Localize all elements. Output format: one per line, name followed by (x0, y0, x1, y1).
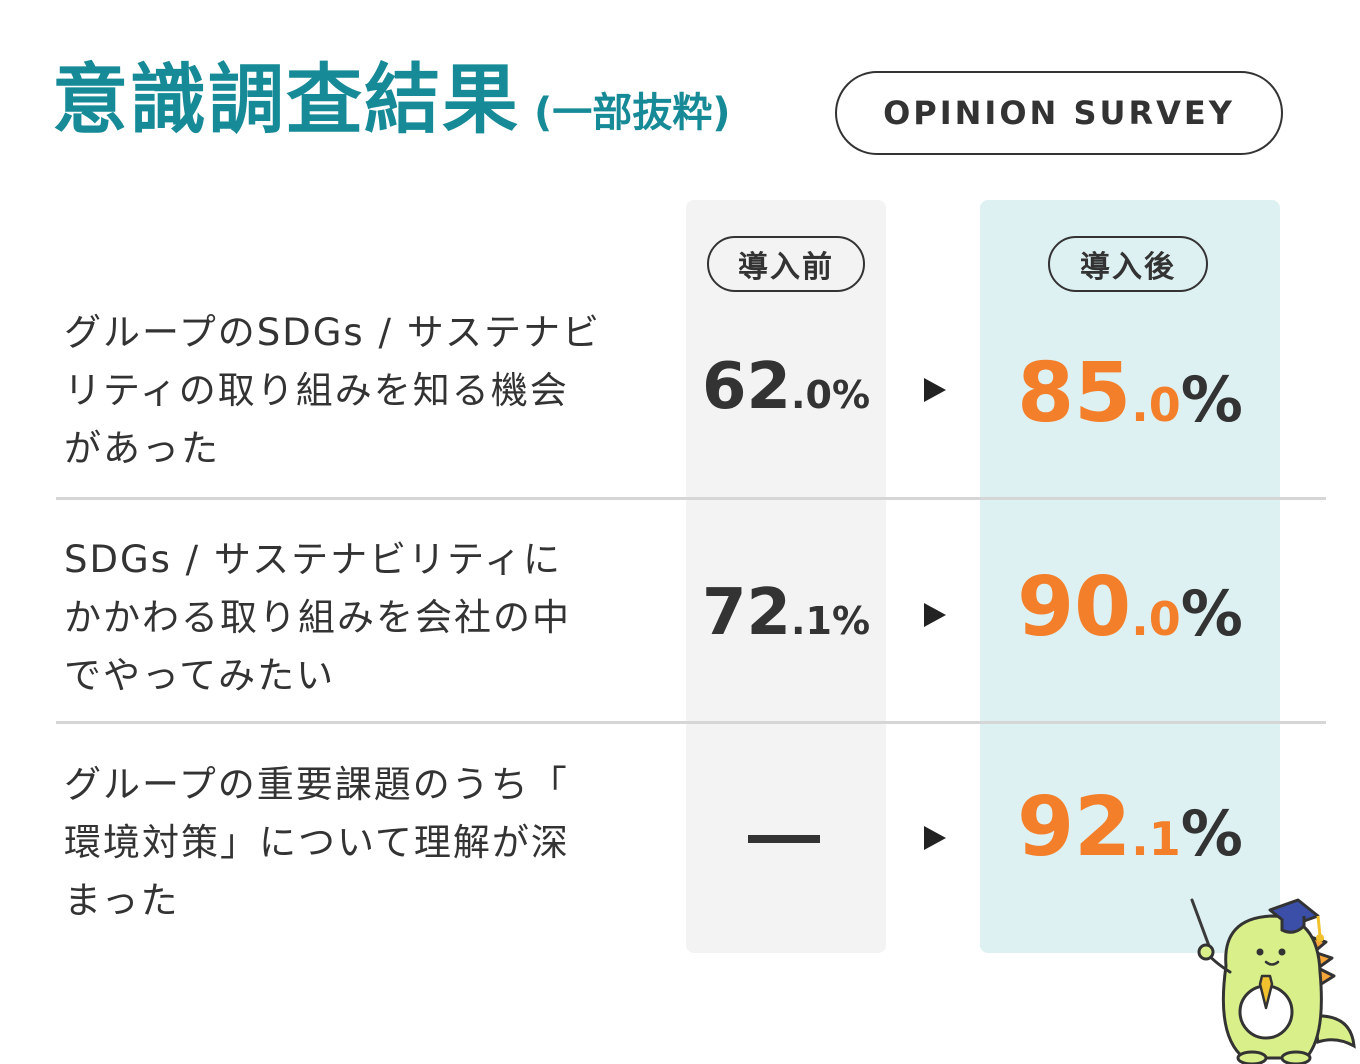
before-column-label: 導入前 (707, 236, 865, 292)
triangle-right-icon (924, 378, 946, 402)
row-divider (56, 721, 1326, 724)
before-value-1: 62.0% (686, 350, 886, 424)
after-value-2: 90.0% (980, 560, 1280, 655)
opinion-survey-badge: OPINION SURVEY (835, 71, 1283, 155)
page-title: 意識調査結果 (一部抜粋) (52, 62, 731, 138)
question-text-2: SDGs / サステナビリティに かかわる取り組みを会社の中 でやってみたい (64, 531, 634, 705)
row-divider (56, 497, 1326, 500)
after-value-decimal: .0 (1131, 378, 1181, 432)
question-line: 環境対策」について理解が深 (64, 821, 570, 864)
before-value-percent: % (831, 599, 871, 643)
before-value-decimal: .0 (791, 373, 832, 417)
question-line: SDGs / サステナビリティに (64, 538, 562, 581)
after-value-percent: % (1180, 797, 1243, 870)
triangle-right-icon (924, 603, 946, 627)
before-value-decimal: .1 (791, 599, 832, 643)
after-value-percent: % (1180, 577, 1243, 650)
after-value-decimal: .0 (1131, 592, 1181, 646)
after-value-integer: 92 (1017, 780, 1132, 875)
after-column-label: 導入後 (1048, 236, 1208, 292)
after-column-background (980, 200, 1280, 953)
question-line: でやってみたい (64, 654, 336, 697)
before-column-background (686, 200, 886, 953)
question-line: まった (64, 879, 180, 922)
dinosaur-mascot-icon (1190, 898, 1356, 1064)
before-value-integer: 72 (701, 576, 792, 650)
before-value-percent: % (831, 373, 871, 417)
question-text-1: グループのSDGs / サステナビ リティの取り組みを知る機会 があった (64, 304, 634, 478)
before-value-integer: 62 (701, 350, 792, 424)
page-title-subtitle: (一部抜粋) (534, 90, 731, 136)
after-value-1: 85.0% (980, 346, 1280, 441)
question-text-3: グループの重要課題のうち「 環境対策」について理解が深 まった (64, 756, 634, 930)
question-line: かかわる取り組みを会社の中 (64, 596, 571, 639)
page-title-main: 意識調査結果 (52, 55, 520, 144)
before-value-2: 72.1% (686, 576, 886, 650)
no-data-dash (748, 835, 820, 843)
after-value-percent: % (1180, 363, 1243, 436)
after-value-3: 92.1% (980, 780, 1280, 875)
after-value-decimal: .1 (1131, 812, 1181, 866)
after-value-integer: 85 (1017, 346, 1132, 441)
question-line: があった (64, 427, 220, 470)
triangle-right-icon (924, 826, 946, 850)
question-line: グループのSDGs / サステナビ (64, 311, 601, 354)
question-line: グループの重要課題のうち「 (64, 763, 569, 806)
question-line: リティの取り組みを知る機会 (64, 369, 569, 412)
after-value-integer: 90 (1017, 560, 1132, 655)
